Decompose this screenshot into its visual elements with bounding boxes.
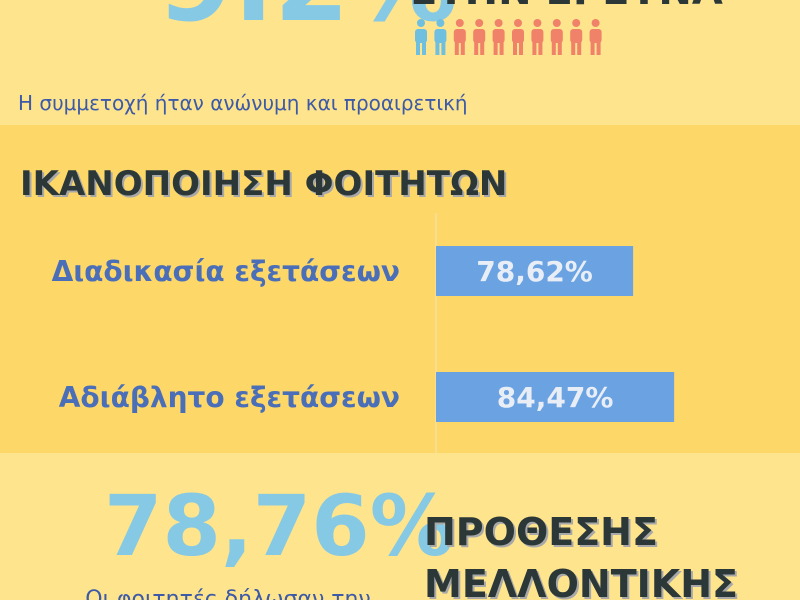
person-leg (435, 41, 440, 55)
person-body (415, 29, 427, 43)
category-label: Αδιάβλητο εξετάσεων (59, 381, 400, 414)
big-number: 9.2% (158, 0, 458, 46)
person-leg (416, 41, 420, 55)
person-body (589, 29, 602, 43)
person-icon (531, 19, 544, 55)
person-leg (493, 41, 498, 55)
footer-heading: ΠΡΟΘΕΣΗΣ (424, 510, 658, 554)
person-leg (551, 41, 556, 55)
person-head (591, 19, 600, 27)
person-icon (434, 19, 447, 55)
person-head (494, 19, 503, 27)
heading: ΣΤΗΝ ΕΡΕΥΝΑ (410, 0, 723, 14)
person-head (455, 19, 464, 27)
note: Η συμμετοχή ήταν ανώνυμη και προαιρετική (18, 91, 468, 115)
person-leg (474, 41, 479, 55)
person-icon (550, 19, 563, 55)
person-leg (596, 41, 601, 55)
person-leg (532, 41, 537, 55)
person-body (473, 29, 486, 43)
footer-heading: ΜΕΛΛΟΝΤΙΚΗΣ (424, 562, 738, 600)
person-body (570, 29, 583, 43)
bar-chart: Διαδικασία εξετάσεων 78,62% Αδιάβλητο εξετ… (52, 213, 675, 453)
person-leg (441, 41, 446, 55)
big-number: 78,76% (104, 477, 454, 575)
category-label: Διαδικασία εξετάσεων (52, 255, 400, 288)
person-body (492, 29, 505, 43)
person-leg (571, 41, 576, 55)
person-head (552, 19, 561, 27)
person-icon (512, 19, 524, 55)
person-body (453, 29, 466, 43)
person-leg (577, 41, 582, 55)
person-head (475, 19, 484, 27)
footer-text: Οι φοιτητές δήλωσαν την (85, 587, 370, 600)
person-head (514, 19, 522, 27)
chart-title: ΙΚΑΝΟΠΟΙΗΣΗ ΦΟΙΤΗΤΩΝ (20, 164, 507, 204)
person-head (436, 19, 445, 27)
person-body (550, 29, 563, 43)
person-icon (415, 19, 427, 55)
person-head (417, 19, 425, 27)
person-icon (589, 19, 602, 55)
person-leg (590, 41, 595, 55)
bar-value-label: 78,62% (476, 255, 593, 288)
person-icon (453, 19, 466, 55)
person-body (434, 29, 447, 43)
person-body (531, 29, 544, 43)
person-leg (480, 41, 485, 55)
people-icons (415, 19, 602, 55)
person-body (512, 29, 524, 43)
person-leg (422, 41, 426, 55)
person-leg (557, 41, 562, 55)
person-leg (460, 41, 465, 55)
bar (436, 372, 675, 422)
person-leg (454, 41, 459, 55)
person-icon (492, 19, 505, 55)
person-icon (473, 19, 486, 55)
person-icon (570, 19, 583, 55)
person-leg (499, 41, 504, 55)
person-head (533, 19, 542, 27)
person-leg (513, 41, 517, 55)
bar (436, 246, 634, 296)
person-head (572, 19, 581, 27)
person-leg (538, 41, 543, 55)
person-leg (519, 41, 523, 55)
bar-value-label: 84,47% (497, 381, 614, 414)
